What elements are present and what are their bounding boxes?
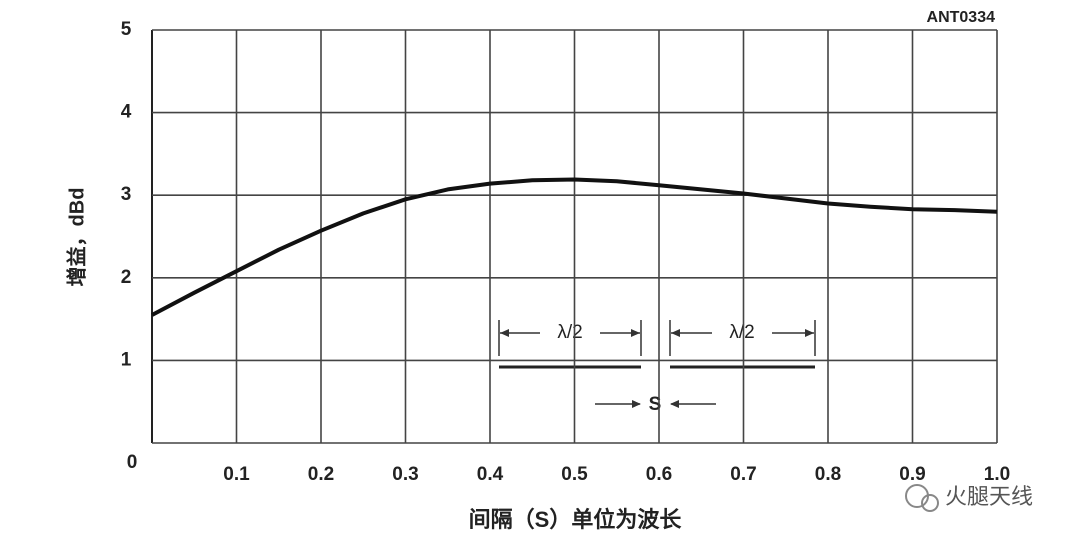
y-tick-label: 5: [121, 19, 132, 40]
y-tick-label: 4: [121, 102, 132, 123]
y-tick-label: 0: [127, 452, 138, 473]
x-tick-label: 0.7: [730, 464, 756, 485]
annotation: S: [649, 394, 662, 415]
x-tick-label: 0.6: [646, 464, 672, 485]
y-tick-label: 2: [121, 267, 132, 288]
annotation: λ/2: [557, 322, 582, 343]
code-label: ANT0334: [927, 9, 996, 26]
x-tick-label: 1.0: [984, 464, 1010, 485]
y-tick-label: 1: [121, 349, 132, 370]
inset-diagram: λ/2 λ/2 S: [498, 320, 816, 415]
x-tick-label: 0.2: [308, 464, 334, 485]
x-tick-label: 0.3: [392, 464, 418, 485]
x-tick-label: 0.8: [815, 464, 841, 485]
watermark-icon: [921, 494, 939, 512]
y-axis-label: 增益，dBd: [64, 188, 88, 287]
arrow-head: [500, 329, 814, 337]
watermark-text: 火腿天线: [945, 484, 1033, 509]
watermark: 火腿天线: [905, 484, 1033, 512]
x-tick-label: 0.9: [899, 464, 925, 485]
x-tick-label: 0.4: [477, 464, 504, 485]
x-axis-label: 间隔（S）单位为波长: [469, 507, 683, 532]
y-tick-label: 3: [121, 184, 132, 205]
annotation: λ/2: [729, 322, 754, 343]
x-tick-label: 0.5: [561, 464, 588, 485]
x-tick-label: 0.1: [223, 464, 250, 485]
data-line: [151, 177, 998, 317]
